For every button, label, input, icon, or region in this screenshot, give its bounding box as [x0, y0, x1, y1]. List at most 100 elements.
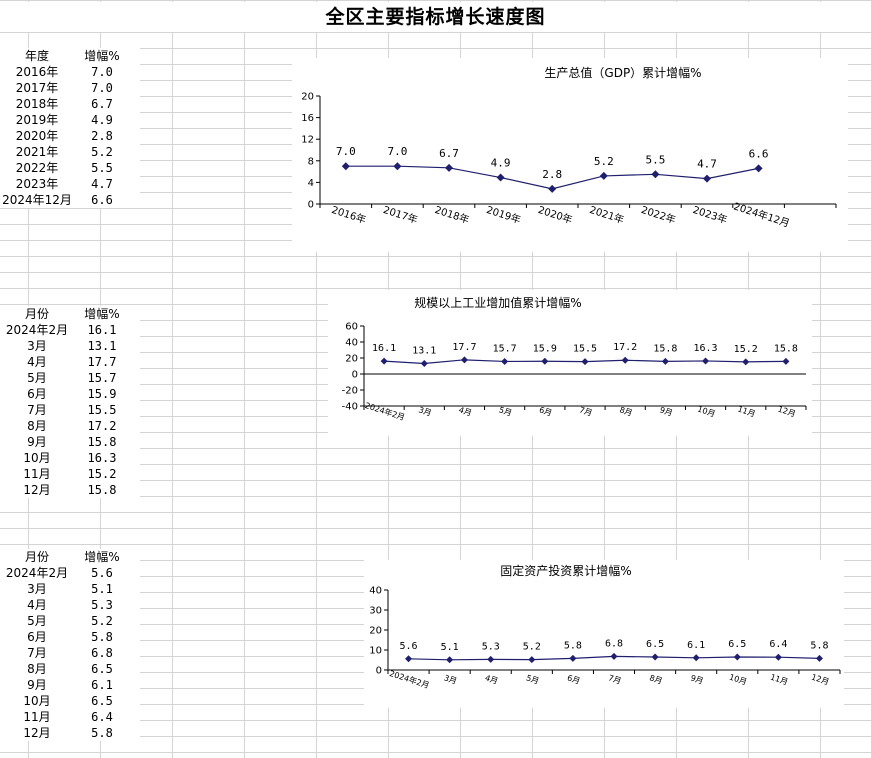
chart-svg: 固定资产投资累计增幅% 0 10 20 30 40 2024年2月 3月 4月 5月 6月 7月 8月 9… [369, 563, 841, 690]
period-cell: 7月 [27, 403, 47, 417]
table-row: 9月 6.1 [0, 677, 140, 693]
data-label: 6.4 [769, 639, 787, 650]
period-cell: 2023年 [15, 177, 59, 191]
data-point [651, 170, 660, 179]
table-row: 12月 15.8 [0, 482, 140, 498]
table-row: 3月 5.1 [0, 581, 140, 597]
period-cell: 2018年 [15, 97, 59, 111]
growth-value-cell: 6.5 [91, 694, 113, 708]
growth-value-cell: 5.2 [91, 614, 113, 628]
investment-growth-table: 月份 增幅% 2024年2月 5.6 3月 5.1 4月 5.3 5月 5.2 6月 5.8 7月 6.8… [0, 549, 140, 741]
x-tick-label: 12月 [810, 673, 830, 687]
y-tick-label: 60 [345, 322, 358, 333]
x-tick-label: 2019年 [485, 203, 523, 226]
period-cell: 11月 [23, 710, 51, 724]
growth-value-cell: 16.1 [87, 323, 117, 337]
data-point [661, 357, 669, 365]
table-header-row: 年度 增幅% [0, 48, 140, 64]
chart-svg: 生产总值（GDP）累计增幅% 0 4 8 12 16 20 2016年 2017年 2018年 20… [301, 65, 837, 230]
growth-value-cell: 6.8 [91, 646, 113, 660]
data-point [733, 653, 741, 661]
y-tick-label: -40 [342, 402, 358, 413]
table-row: 2023年 4.7 [0, 176, 140, 192]
growth-value-cell: 15.5 [87, 403, 117, 417]
y-tick-label: 12 [301, 135, 314, 146]
data-point [581, 358, 589, 366]
y-tick-label: 40 [369, 586, 382, 597]
data-point [703, 174, 711, 183]
data-label: 13.1 [412, 346, 436, 357]
period-cell: 5月 [27, 371, 47, 385]
industrial-growth-table: 月份 增幅% 2024年2月 16.1 3月 13.1 4月 17.7 5月 15.7 6月 15.9… [0, 306, 140, 498]
period-cell: 10月 [23, 451, 51, 465]
data-label: 5.3 [482, 641, 500, 652]
x-tick-label: 2022年 [640, 203, 678, 226]
table-row: 2024年12月 6.6 [0, 192, 140, 208]
table-row: 4月 5.3 [0, 597, 140, 613]
growth-value-cell: 5.6 [91, 566, 113, 580]
x-tick-label: 2016年 [330, 203, 368, 226]
y-tick-label: 0 [352, 370, 358, 381]
data-label: 6.1 [687, 640, 705, 651]
y-tick-label: 40 [345, 338, 358, 349]
data-label: 6.6 [749, 147, 769, 160]
table-row: 8月 6.5 [0, 661, 140, 677]
data-label: 15.2 [734, 344, 758, 355]
data-point [496, 173, 505, 182]
data-label: 6.5 [728, 639, 746, 650]
data-label: 5.2 [594, 155, 614, 168]
growth-value-cell: 15.2 [87, 467, 117, 481]
x-tick-label: 3月 [443, 673, 458, 686]
period-cell: 2019年 [15, 113, 59, 127]
x-tick-label: 7月 [607, 673, 622, 686]
table-row: 7月 15.5 [0, 402, 140, 418]
table-row: 6月 5.8 [0, 629, 140, 645]
table-row: 2021年 5.2 [0, 144, 140, 160]
x-tick-label: 5月 [498, 405, 513, 418]
data-label: 6.7 [439, 147, 459, 160]
data-label: 7.0 [336, 145, 356, 158]
period-cell: 11月 [23, 467, 51, 481]
y-tick-label: 20 [345, 354, 358, 365]
data-label: 17.2 [613, 342, 637, 353]
chart-svg: 规模以上工业增加值累计增幅% -40 -20 0 20 40 60 2024年2月 3月 4月 5月… [342, 295, 807, 422]
x-tick-label: 8月 [648, 673, 663, 686]
page-title: 全区主要指标增长速度图 [0, 2, 871, 32]
period-cell: 9月 [27, 678, 47, 692]
period-cell: 12月 [23, 726, 51, 740]
table-row: 5月 15.7 [0, 370, 140, 386]
data-label: 15.9 [533, 343, 557, 354]
data-point [393, 162, 402, 171]
growth-value-cell: 5.1 [91, 582, 113, 596]
table-row: 9月 15.8 [0, 434, 140, 450]
table-row: 2020年 2.8 [0, 128, 140, 144]
table-row: 10月 6.5 [0, 693, 140, 709]
growth-value-cell: 4.9 [91, 113, 113, 127]
column-header-period: 年度 [24, 49, 49, 63]
data-label: 16.1 [372, 343, 396, 354]
growth-value-cell: 16.3 [87, 451, 117, 465]
period-cell: 7月 [27, 646, 47, 660]
data-point [501, 357, 509, 365]
table-row: 2024年2月 16.1 [0, 322, 140, 338]
x-tick-label: 2023年 [691, 203, 729, 226]
table-row: 7月 6.8 [0, 645, 140, 661]
table-row: 2024年2月 5.6 [0, 565, 140, 581]
table-row: 12月 5.8 [0, 725, 140, 741]
table-row: 2017年 7.0 [0, 80, 140, 96]
growth-value-cell: 7.0 [91, 65, 113, 79]
growth-value-cell: 5.8 [91, 726, 113, 740]
data-point [651, 653, 659, 661]
growth-value-cell: 17.7 [87, 355, 117, 369]
x-tick-label: 8月 [618, 405, 633, 418]
period-cell: 8月 [27, 419, 47, 433]
growth-value-cell: 6.5 [91, 662, 113, 676]
data-label: 5.5 [645, 153, 665, 166]
chart-title: 生产总值（GDP）累计增幅% [544, 65, 701, 80]
column-header-period: 月份 [24, 307, 49, 321]
period-cell: 4月 [27, 355, 47, 369]
data-point [599, 171, 608, 180]
column-header-growth: 增幅% [84, 307, 120, 321]
growth-value-cell: 5.2 [91, 145, 113, 159]
period-cell: 2020年 [15, 129, 59, 143]
